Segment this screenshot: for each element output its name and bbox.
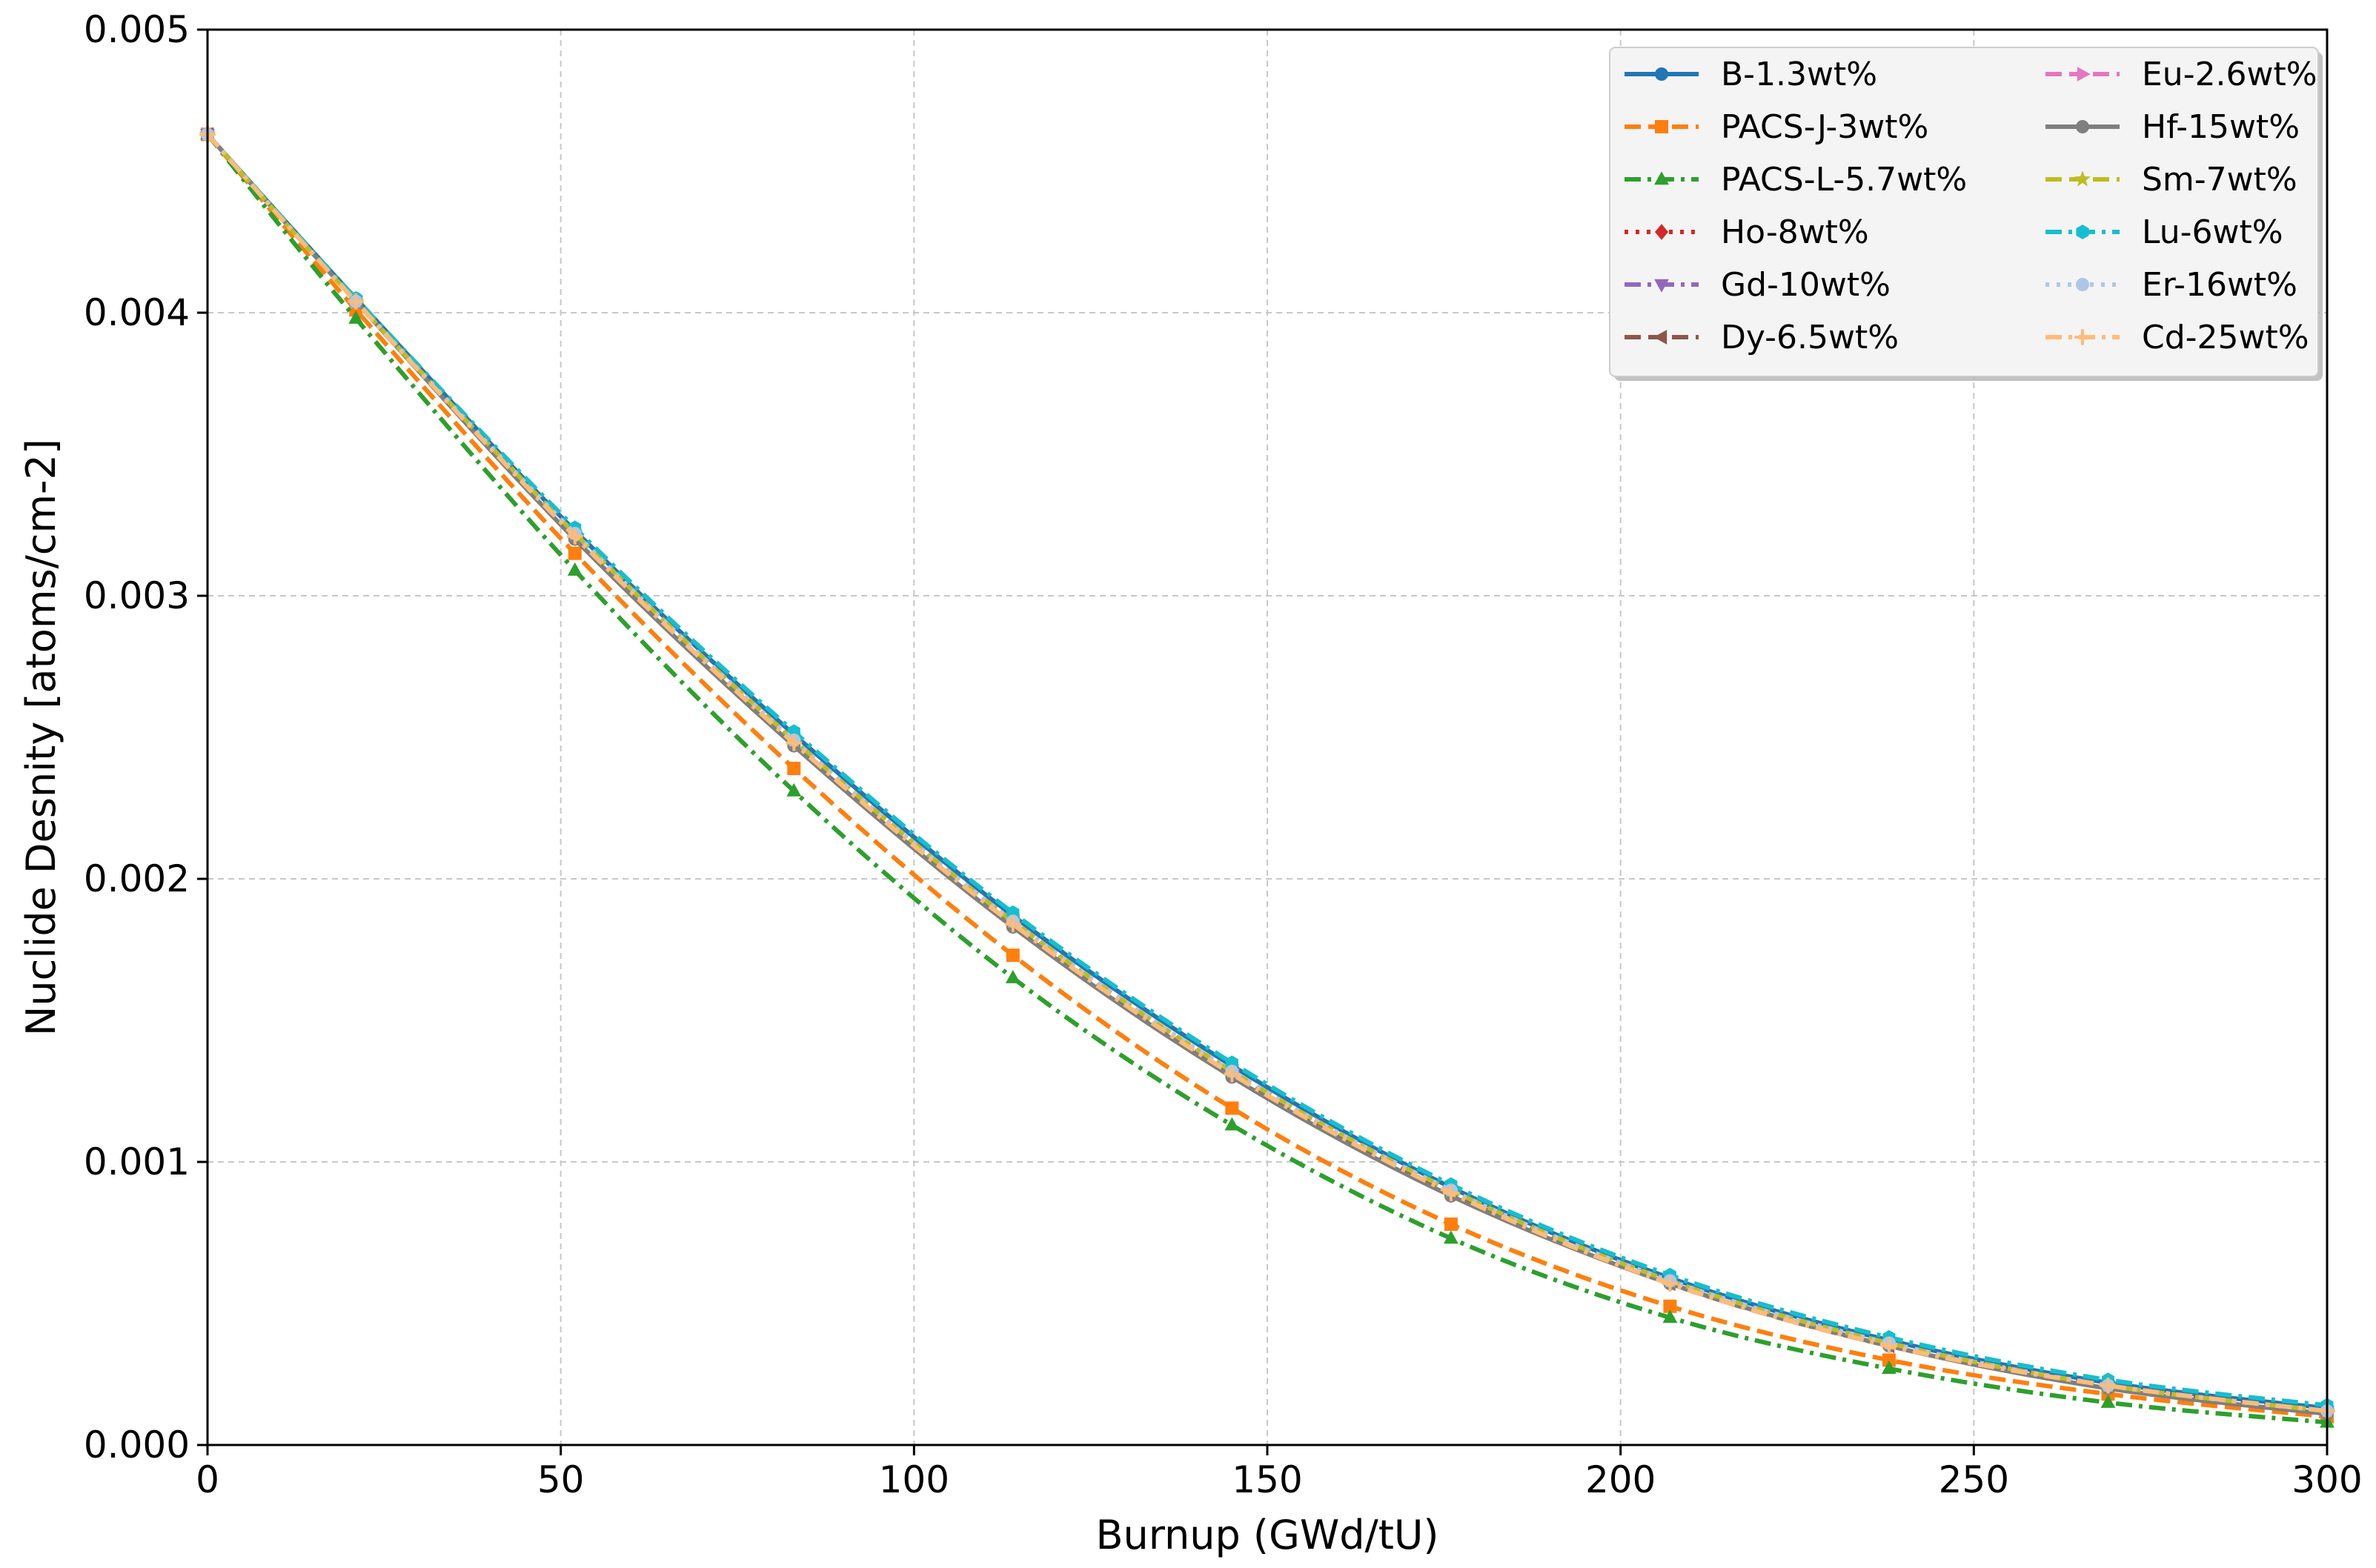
legend-entry: Ho-8wt% [1625, 213, 1869, 251]
legend-marker [1653, 330, 1667, 345]
legend-label: Er-16wt% [2142, 266, 2297, 304]
legend-label: Ho-8wt% [1721, 213, 1869, 251]
legend-marker [2074, 329, 2091, 345]
data-point [1662, 1275, 1679, 1292]
x-tick-label: 150 [1232, 1458, 1302, 1501]
legend-marker [1654, 279, 1669, 293]
y-tick-label: 0.003 [84, 574, 190, 617]
series-line [205, 133, 2328, 1419]
legend-entry: B-1.3wt% [1625, 56, 1877, 93]
x-tick-label: 200 [1585, 1458, 1656, 1501]
data-point [348, 293, 364, 310]
data-point [1443, 1230, 1459, 1244]
legend-entry: Eu-2.6wt% [2045, 56, 2317, 93]
data-point [568, 546, 582, 560]
legend-label: Hf-15wt% [2142, 108, 2300, 146]
legend-marker [1655, 67, 1668, 81]
series-line [205, 133, 2328, 1425]
legend-entry: Lu-6wt% [2045, 213, 2283, 251]
series-line [205, 133, 2328, 1408]
legend-entry: PACS-J-3wt% [1625, 108, 1928, 146]
legend-label: Lu-6wt% [2142, 213, 2283, 251]
x-tick-label: 0 [196, 1458, 219, 1501]
legend-entry: PACS-L-5.7wt% [1625, 161, 1967, 199]
y-tick-label: 0.001 [84, 1140, 190, 1183]
x-tick-label: 300 [2292, 1458, 2362, 1501]
x-tick-label: 50 [537, 1458, 585, 1501]
series-line [205, 133, 2328, 1414]
data-point [787, 762, 801, 776]
legend-marker [2077, 67, 2091, 82]
data-point [1005, 916, 1021, 932]
legend-label: Eu-2.6wt% [2142, 56, 2317, 93]
data-point [1443, 1185, 1459, 1201]
legend-entry: Er-16wt% [2045, 266, 2297, 304]
data-point [1882, 1353, 1896, 1367]
ticks: 0 50 100 150 200 250 300 0.000 0.001 0.002 0.003 0.… [84, 8, 2363, 1501]
y-tick-label: 0.005 [84, 8, 190, 51]
data-point [1005, 969, 1021, 983]
legend-entry: Cd-25wt% [2045, 319, 2309, 356]
data-point [1006, 949, 1020, 963]
data-point [786, 783, 802, 797]
legend: B-1.3wt% PACS-J-3wt% PACS-L-5.7wt% Ho-8wt% G… [1609, 47, 2323, 381]
legend-label: Cd-25wt% [2142, 319, 2309, 356]
legend-entry: Gd-10wt% [1625, 266, 1891, 304]
legend-marker [1654, 171, 1669, 185]
legend-marker [2076, 120, 2089, 133]
legend-box [1609, 47, 2319, 377]
data-point [567, 562, 583, 576]
data-point [1881, 1338, 1897, 1355]
legend-entry: Sm-7wt% [2045, 161, 2297, 199]
legend-label: B-1.3wt% [1721, 56, 1877, 93]
legend-marker [1655, 224, 1668, 240]
legend-entry: Dy-6.5wt% [1625, 319, 1899, 356]
data-point [1882, 1361, 1897, 1375]
data-point [1663, 1299, 1677, 1313]
legend-label: Sm-7wt% [2142, 161, 2297, 199]
data-point [1662, 1309, 1678, 1323]
legend-label: PACS-L-5.7wt% [1721, 161, 1967, 199]
data-point [2100, 1377, 2117, 1394]
x-axis-title: Burnup (GWd/tU) [1096, 1512, 1439, 1558]
legend-marker [2076, 278, 2089, 291]
data-point [786, 734, 803, 751]
data-point [348, 310, 364, 324]
legend-marker [1655, 120, 1668, 133]
legend-entry: Hf-15wt% [2045, 108, 2300, 146]
y-tick-label: 0.000 [84, 1424, 190, 1466]
data-point [1444, 1217, 1458, 1232]
legend-marker [2074, 170, 2091, 187]
y-tick-label: 0.004 [84, 291, 190, 334]
legend-label: Dy-6.5wt% [1721, 319, 1899, 356]
data-point [1225, 1101, 1239, 1115]
legend-label: Gd-10wt% [1721, 266, 1891, 304]
y-tick-label: 0.002 [84, 857, 190, 900]
data-point [1224, 1066, 1241, 1083]
data-point [566, 528, 583, 545]
data-point [2100, 1394, 2116, 1408]
legend-marker [2076, 225, 2089, 239]
x-tick-label: 250 [1939, 1458, 2009, 1501]
series-layer [199, 125, 2336, 1428]
legend-label: PACS-J-3wt% [1721, 108, 1928, 146]
y-axis-title: Nuclide Desnity [atoms/cm-2] [18, 439, 64, 1036]
x-tick-label: 100 [879, 1458, 949, 1501]
data-point [1224, 1117, 1240, 1131]
